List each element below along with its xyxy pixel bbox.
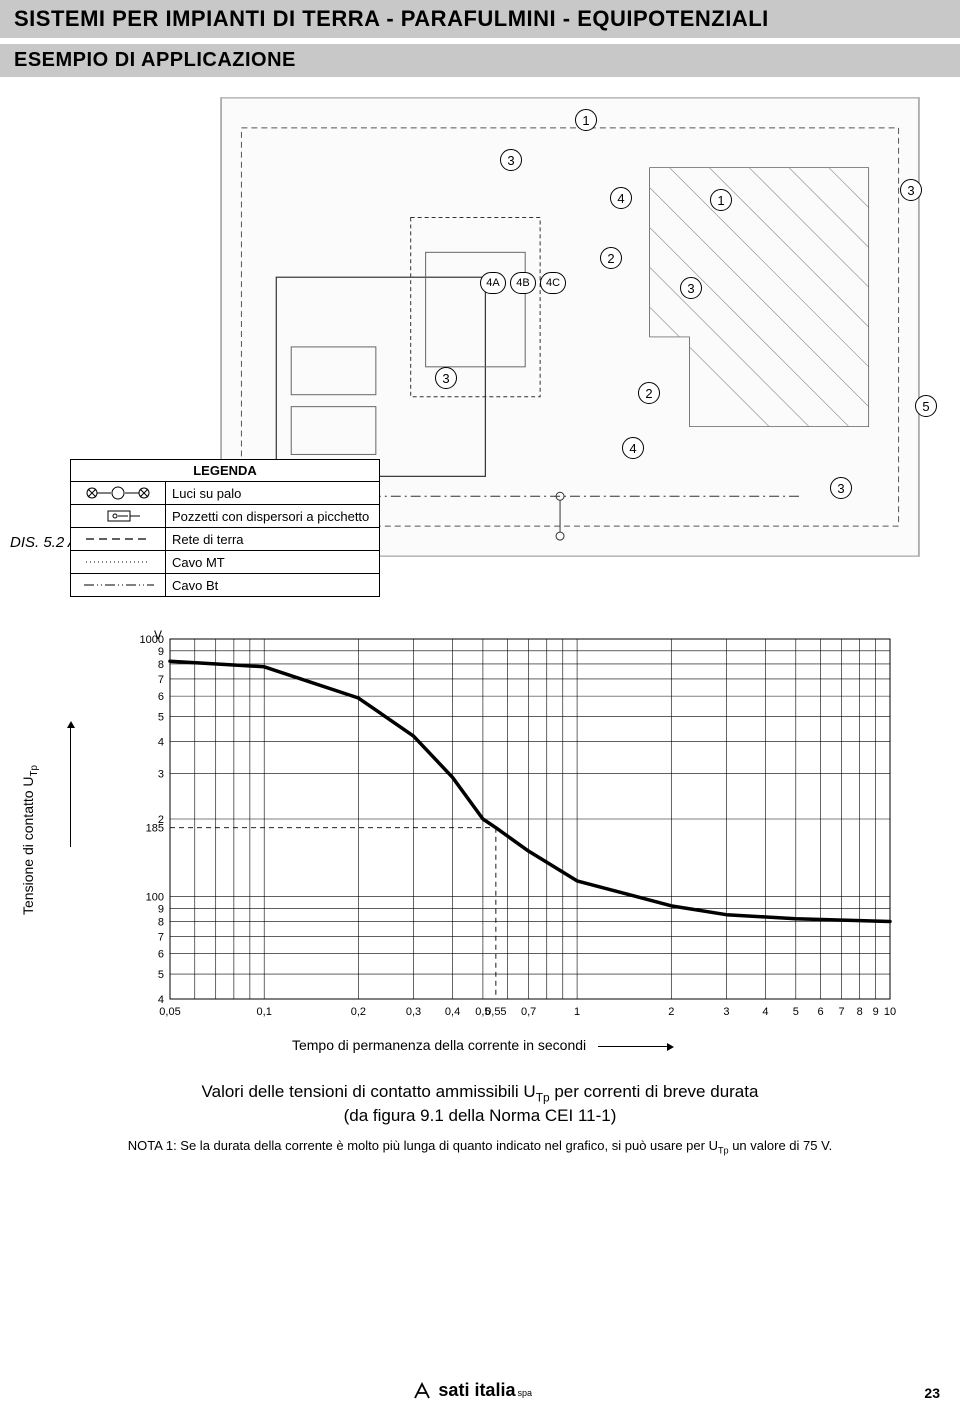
- callout-1: 1: [575, 109, 597, 131]
- logo-mark-icon: [412, 1381, 432, 1401]
- cavo-mt-symbol-icon: [71, 551, 166, 573]
- callout-3: 3: [900, 179, 922, 201]
- brand-suffix: spa: [517, 1388, 532, 1398]
- svg-text:7: 7: [158, 674, 164, 686]
- page-number: 23: [924, 1385, 940, 1401]
- note-sub: Tp: [718, 1146, 729, 1156]
- svg-text:9: 9: [158, 646, 164, 658]
- svg-text:1000: 1000: [140, 634, 164, 646]
- y-axis-arrow-icon: [70, 727, 71, 847]
- rete-symbol-icon: [71, 528, 166, 550]
- diagram-code: DIS. 5.2 A: [10, 534, 78, 551]
- svg-text:9: 9: [158, 903, 164, 915]
- pozzetti-symbol-icon: [71, 505, 166, 527]
- legend-label: Rete di terra: [166, 532, 379, 547]
- caption-pre: Valori delle tensioni di contatto ammiss…: [202, 1082, 536, 1101]
- x-axis-arrow-icon: [598, 1046, 668, 1047]
- legend-label: Cavo MT: [166, 555, 379, 570]
- svg-text:3: 3: [723, 1006, 729, 1018]
- svg-text:7: 7: [158, 931, 164, 943]
- application-diagram: DIS. 5.2 A: [20, 97, 940, 597]
- svg-text:8: 8: [857, 1006, 863, 1018]
- x-axis-label-row: Tempo di permanenza della corrente in se…: [60, 1037, 900, 1053]
- y-axis-label-text: Tensione di contatto U: [20, 776, 36, 915]
- legend-label: Pozzetti con dispersori a picchetto: [166, 509, 379, 524]
- page-title-bar: SISTEMI PER IMPIANTI DI TERRA - PARAFULM…: [0, 0, 960, 38]
- page-footer: sati italia spa 23: [20, 1380, 940, 1401]
- note-post: un valore di 75 V.: [729, 1138, 833, 1153]
- callout-1: 1: [710, 189, 732, 211]
- svg-text:5: 5: [158, 712, 164, 724]
- legend-box: LEGENDA Luci su palo Pozzetti con disper…: [70, 459, 380, 597]
- legend-title: LEGENDA: [71, 460, 379, 482]
- callout-3: 3: [435, 367, 457, 389]
- svg-text:10: 10: [884, 1006, 896, 1018]
- chart-plot: V1000987654321851009876540,050,10,20,30,…: [120, 627, 900, 1029]
- callout-4B: 4B: [510, 272, 536, 294]
- legend-row-rete: Rete di terra: [71, 528, 379, 551]
- chart-note: NOTA 1: Se la durata della corrente è mo…: [70, 1138, 890, 1156]
- callout-5: 5: [915, 395, 937, 417]
- svg-text:0,1: 0,1: [257, 1006, 272, 1018]
- svg-text:1: 1: [574, 1006, 580, 1018]
- legend-row-cavo-mt: Cavo MT: [71, 551, 379, 574]
- svg-text:185: 185: [146, 823, 164, 835]
- svg-text:2: 2: [668, 1006, 674, 1018]
- x-axis-label: Tempo di permanenza della corrente in se…: [292, 1037, 586, 1053]
- svg-text:9: 9: [873, 1006, 879, 1018]
- callout-2: 2: [638, 382, 660, 404]
- svg-text:3: 3: [158, 769, 164, 781]
- svg-text:4: 4: [158, 994, 164, 1006]
- svg-text:0,55: 0,55: [485, 1006, 506, 1018]
- callout-2: 2: [600, 247, 622, 269]
- svg-text:6: 6: [158, 691, 164, 703]
- cavo-bt-symbol-icon: [71, 574, 166, 596]
- svg-text:4: 4: [762, 1006, 768, 1018]
- svg-text:6: 6: [818, 1006, 824, 1018]
- legend-row-luci: Luci su palo: [71, 482, 379, 505]
- caption-post: per correnti di breve durata: [550, 1082, 759, 1101]
- legend-label: Luci su palo: [166, 486, 379, 501]
- svg-text:5: 5: [158, 969, 164, 981]
- luci-symbol-icon: [71, 482, 166, 504]
- svg-text:5: 5: [793, 1006, 799, 1018]
- svg-text:0,4: 0,4: [445, 1006, 460, 1018]
- svg-text:0,2: 0,2: [351, 1006, 366, 1018]
- page-subtitle: ESEMPIO DI APPLICAZIONE: [14, 49, 296, 71]
- caption-line2: (da figura 9.1 della Norma CEI 11-1): [344, 1106, 617, 1125]
- svg-text:0,7: 0,7: [521, 1006, 536, 1018]
- brand-logo: sati italia spa: [412, 1380, 532, 1401]
- callout-4A: 4A: [480, 272, 506, 294]
- svg-text:100: 100: [146, 892, 164, 904]
- caption-sub: Tp: [536, 1090, 550, 1104]
- callout-4: 4: [622, 437, 644, 459]
- svg-text:4: 4: [158, 736, 164, 748]
- chart-caption: Valori delle tensioni di contatto ammiss…: [105, 1081, 855, 1128]
- callout-4C: 4C: [540, 272, 566, 294]
- page-title: SISTEMI PER IMPIANTI DI TERRA - PARAFULM…: [14, 6, 769, 31]
- svg-text:8: 8: [158, 916, 164, 928]
- svg-text:7: 7: [838, 1006, 844, 1018]
- page-subtitle-bar: ESEMPIO DI APPLICAZIONE: [0, 44, 960, 77]
- svg-text:8: 8: [158, 659, 164, 671]
- svg-text:6: 6: [158, 949, 164, 961]
- contact-voltage-chart: Tensione di contatto UTp V10009876543218…: [60, 627, 900, 1053]
- note-pre: NOTA 1: Se la durata della corrente è mo…: [128, 1138, 718, 1153]
- svg-text:0,05: 0,05: [159, 1006, 180, 1018]
- legend-row-pozzetti: Pozzetti con dispersori a picchetto: [71, 505, 379, 528]
- callout-4: 4: [610, 187, 632, 209]
- callout-3: 3: [500, 149, 522, 171]
- brand-name: sati italia: [438, 1380, 515, 1401]
- callout-3: 3: [680, 277, 702, 299]
- callout-3: 3: [830, 477, 852, 499]
- legend-label: Cavo Bt: [166, 578, 379, 593]
- y-axis-label: Tensione di contatto UTp: [20, 765, 40, 915]
- legend-row-cavo-bt: Cavo Bt: [71, 574, 379, 596]
- svg-text:0,3: 0,3: [406, 1006, 421, 1018]
- y-axis-label-sub: Tp: [29, 765, 40, 776]
